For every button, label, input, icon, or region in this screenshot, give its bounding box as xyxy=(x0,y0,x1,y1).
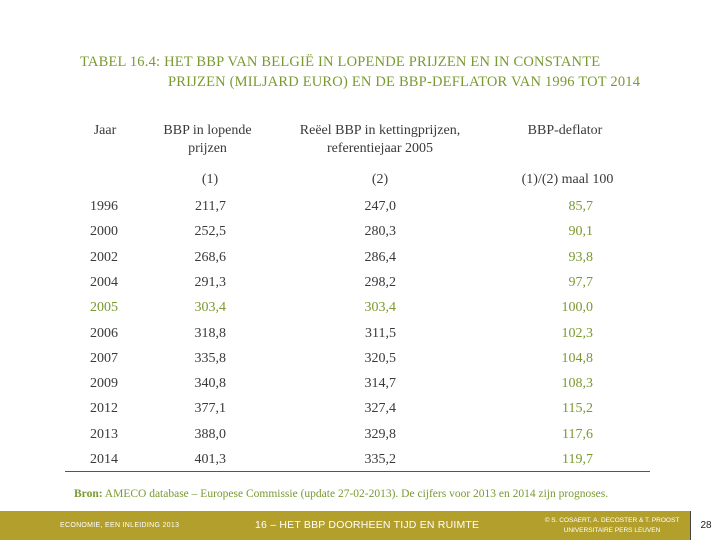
table-cell-year: 2000 xyxy=(90,224,118,240)
table-cell-col3: 108,3 xyxy=(561,376,594,392)
table-cell-col1: 318,8 xyxy=(194,325,227,341)
header-col1-line1: BBP in lopende xyxy=(163,123,252,138)
header-col2-line1: Reëel BBP in kettingprijzen, xyxy=(299,123,461,138)
table-cell-year: 2004 xyxy=(90,274,118,290)
table-title: TABEL 16.4: HET BBP VAN BELGIË IN LOPEND… xyxy=(80,52,700,92)
table-title-line1: TABEL 16.4: HET BBP VAN BELGIË IN LOPEND… xyxy=(80,54,601,70)
table-cell-col1: 211,7 xyxy=(195,199,226,214)
header-col3: BBP-deflator xyxy=(527,123,603,138)
table-cell-col1: 401,3 xyxy=(194,452,227,467)
table-cell-col1: 303,4 xyxy=(194,300,227,316)
footer-chapter-title: 16 – HET BBP DOORHEEN TIJD EN RUIMTE xyxy=(255,519,480,531)
table-cell-year: 2007 xyxy=(90,350,118,366)
table-cell-col3: 117,6 xyxy=(562,426,593,442)
header-col1-line2: prijzen xyxy=(188,141,227,156)
footer-copyright-authors: © S. COSAERT, A. DECOSTER & T. PROOST xyxy=(544,517,680,524)
table-cell-year: 2009 xyxy=(90,376,118,392)
subheader-col1: (1) xyxy=(201,172,219,187)
table-cell-col3: 115,2 xyxy=(562,401,593,417)
table-cell-col3: 102,3 xyxy=(561,325,594,341)
table-title-line2: PRIJZEN (MILJARD EURO) EN DE BBP-DEFLATO… xyxy=(168,74,641,90)
table-cell-col2: 320,5 xyxy=(364,350,397,366)
header-col2-line2: referentiejaar 2005 xyxy=(326,141,434,156)
table-cell-col3: 100,0 xyxy=(561,300,594,316)
source-label: Bron: xyxy=(74,488,103,500)
table-cell-col2: 335,2 xyxy=(364,452,397,467)
table-cell-col2: 314,7 xyxy=(364,376,397,392)
subheader-col3: (1)/(2) maal 100 xyxy=(521,172,614,187)
table-cell-col3: 97,7 xyxy=(568,274,594,290)
footer-copyright: © S. COSAERT, A. DECOSTER & T. PROOST UN… xyxy=(538,516,686,536)
table-cell-year: 2006 xyxy=(90,325,118,341)
table-cell-col3: 85,7 xyxy=(568,199,594,214)
table-cell-col1: 340,8 xyxy=(194,376,227,392)
table-cell-col2: 329,8 xyxy=(364,426,397,442)
table-cell-col3: 90,1 xyxy=(568,224,594,240)
table-cell-col2: 280,3 xyxy=(364,224,397,240)
table-cell-year: 2002 xyxy=(90,249,118,265)
table-cell-col3: 104,8 xyxy=(561,350,594,366)
header-col1: BBP in lopende prijzen xyxy=(145,122,270,158)
table-cell-col2: 327,4 xyxy=(364,401,397,417)
table-cell-col1: 388,0 xyxy=(194,426,227,442)
table-cell-col2: 303,4 xyxy=(364,300,397,316)
page-number: 28 xyxy=(690,511,720,540)
table-cell-col1: 335,8 xyxy=(194,350,227,366)
footer-book-title: ECONOMIE, EEN INLEIDING 2013 xyxy=(60,522,180,529)
table-cell-col3: 119,7 xyxy=(562,452,593,467)
header-col2: Reëel BBP in kettingprijzen, referentiej… xyxy=(280,122,480,158)
table-cell-year: 2014 xyxy=(90,452,118,467)
table-cell-col1: 268,6 xyxy=(194,249,227,265)
table-cell-year: 2013 xyxy=(90,426,118,442)
table-cell-col3: 93,8 xyxy=(568,249,594,265)
table-cell-col2: 298,2 xyxy=(364,274,397,290)
source-note: Bron: AMECO database – Europese Commissi… xyxy=(74,488,694,500)
footer-bar: ECONOMIE, EEN INLEIDING 2013 16 – HET BB… xyxy=(0,511,720,540)
table-cell-col2: 286,4 xyxy=(364,249,397,265)
source-text: AMECO database – Europese Commissie (upd… xyxy=(104,488,609,500)
footer-copyright-publisher: UNIVERSITAIRE PERS LEUVEN xyxy=(563,527,661,534)
table-bottom-rule xyxy=(65,471,650,472)
table-cell-year: 1996 xyxy=(90,199,118,214)
header-year: Jaar xyxy=(93,123,117,138)
table-cell-col1: 291,3 xyxy=(194,274,227,290)
table-cell-year: 2005 xyxy=(90,300,118,316)
table-cell-col2: 247,0 xyxy=(364,199,397,214)
subheader-col2: (2) xyxy=(371,172,389,187)
table-cell-col1: 252,5 xyxy=(194,224,227,240)
table-cell-year: 2012 xyxy=(90,401,118,417)
table-cell-col2: 311,5 xyxy=(365,325,396,341)
table-cell-col1: 377,1 xyxy=(194,401,227,417)
